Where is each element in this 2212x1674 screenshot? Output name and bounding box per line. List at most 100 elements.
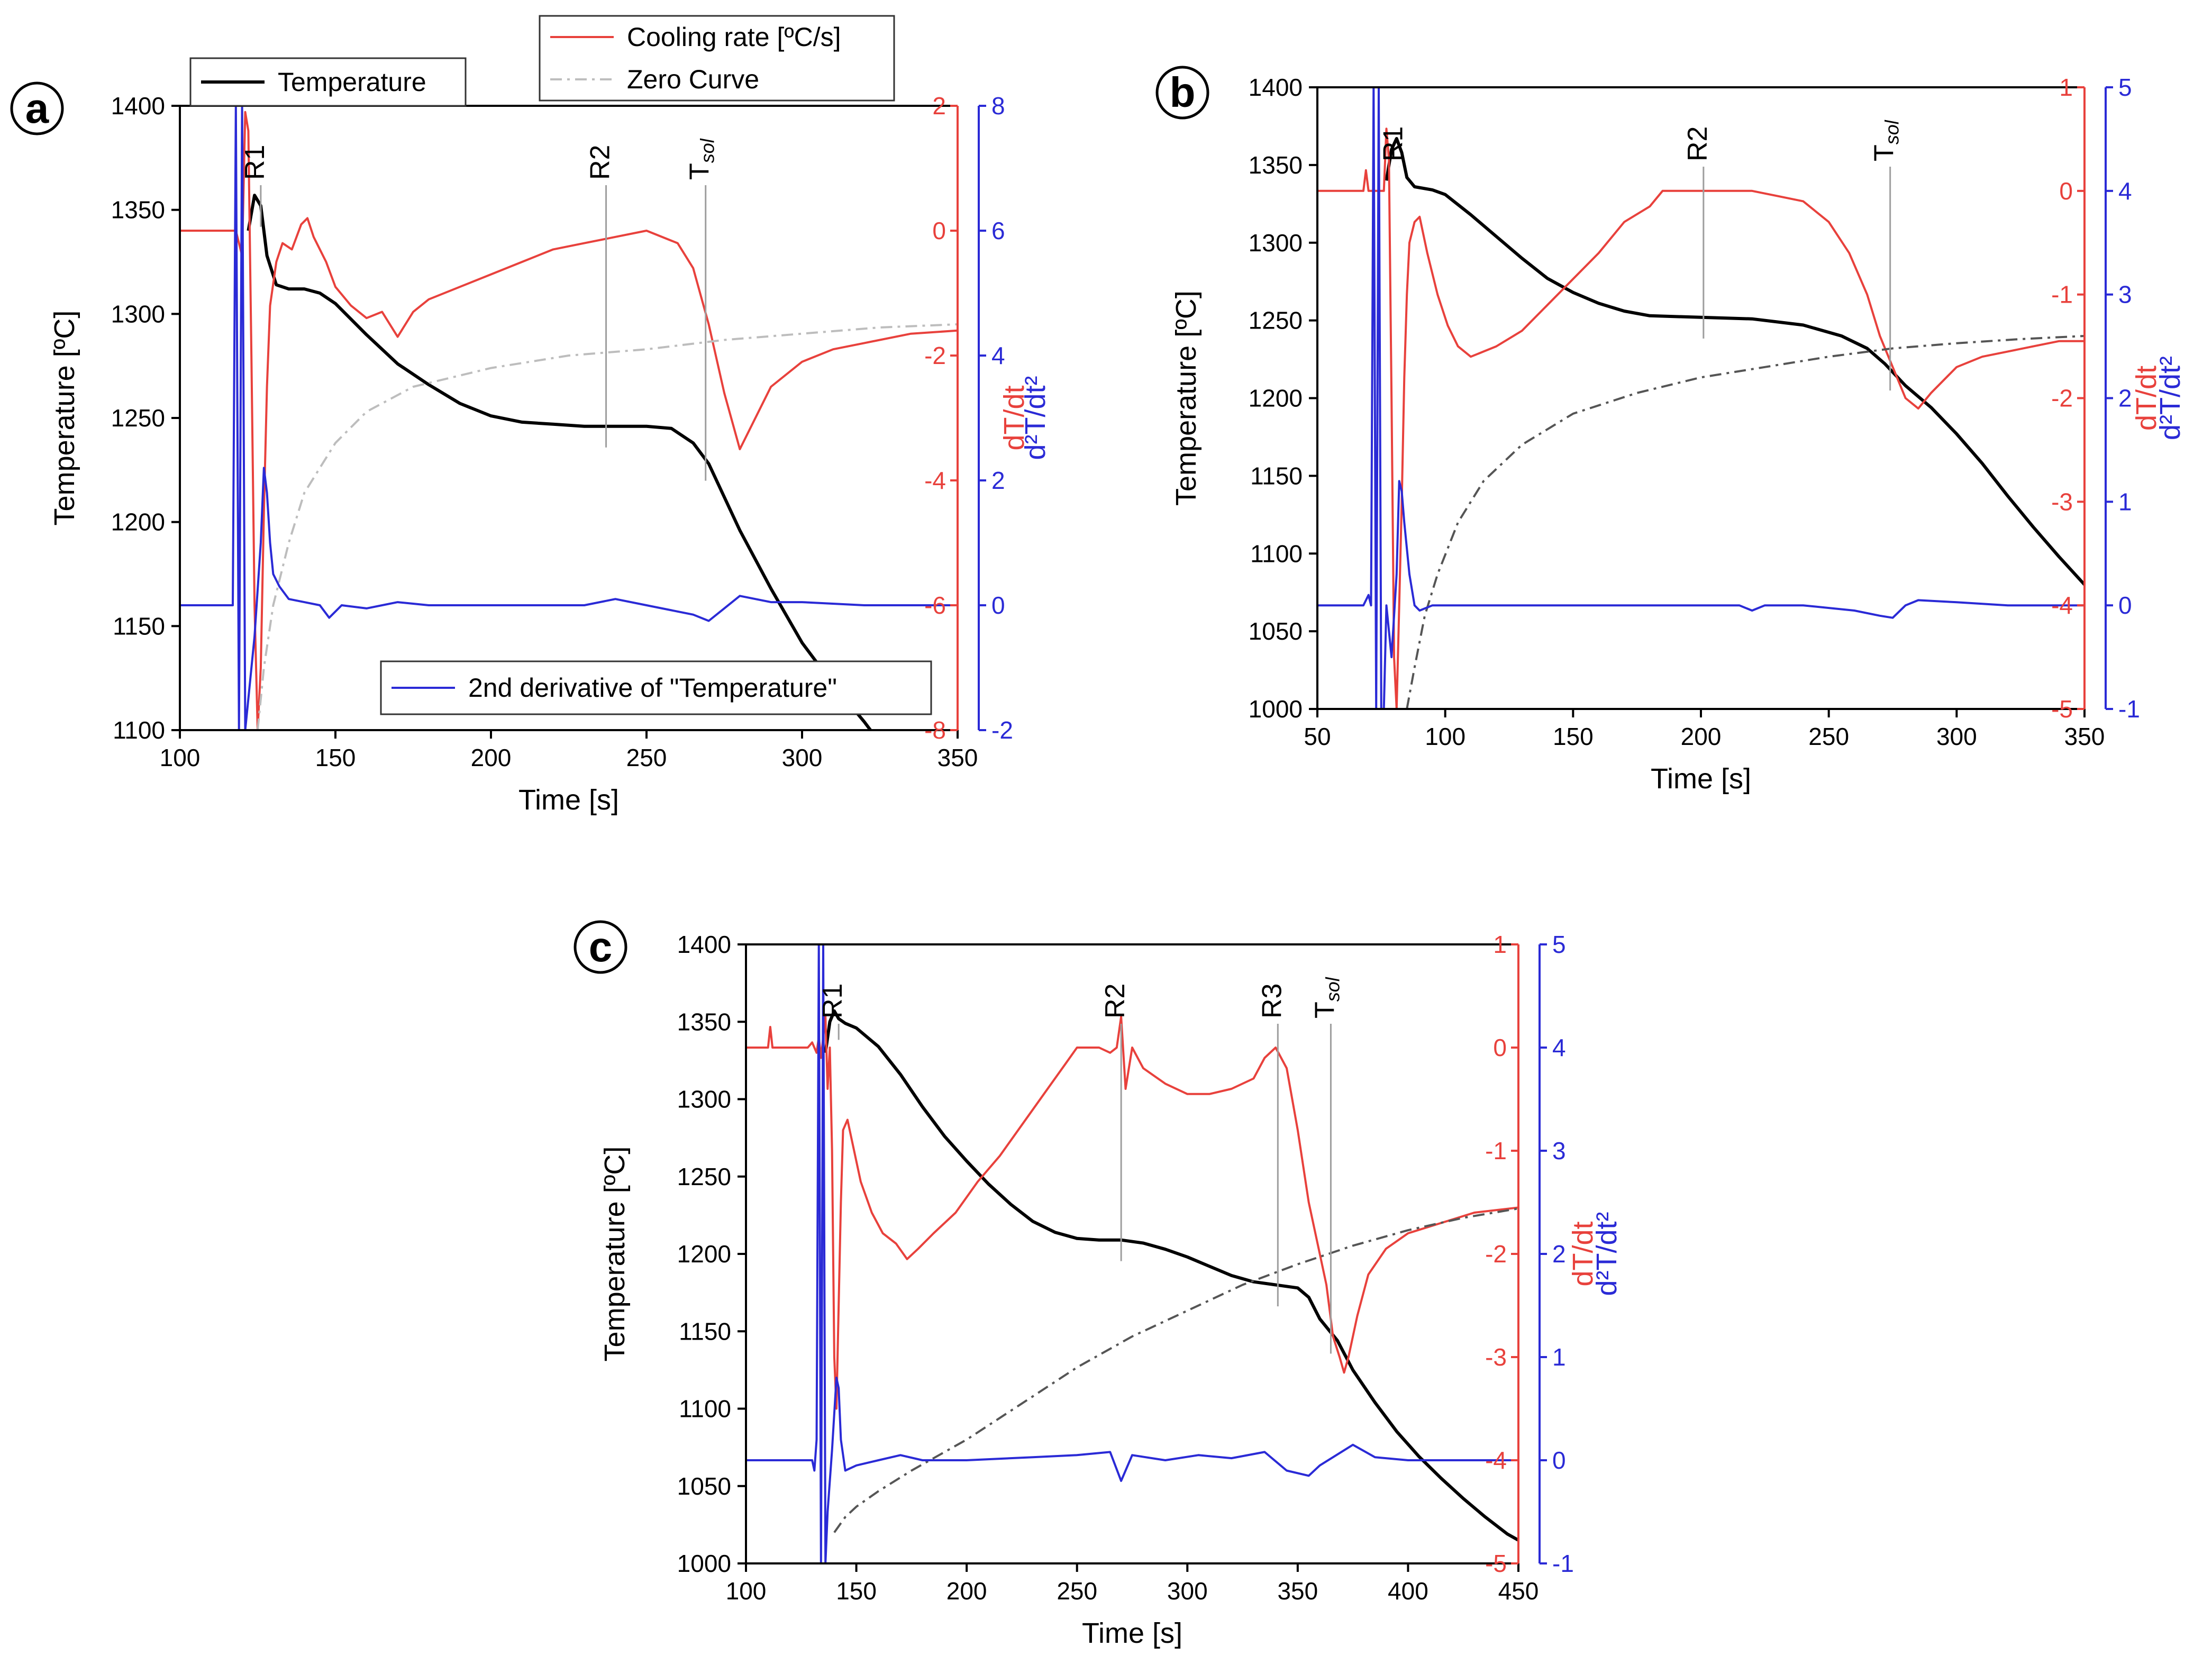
y3-tick-label: 4 [991,342,1005,369]
y3-axis-title: d²T/dt² [2154,356,2186,440]
y2-tick-label: -2 [2051,385,2073,412]
annotation-label: Tsol [1309,977,1343,1018]
y-tick-label: 1100 [1250,540,1303,567]
series-line-cooling-rate [180,111,958,730]
panel-letter: a [25,85,49,132]
legend-box: Cooling rate [ºC/s] Zero Curve [539,15,895,102]
y2-tick-label: -2 [924,342,946,369]
annotation-label: R2 [1100,984,1131,1018]
legend-label: Cooling rate [ºC/s] [627,22,841,52]
x-axis-title: Time [s] [1082,1617,1182,1649]
y2-tick-label: -5 [1485,1550,1507,1577]
series-group [1317,87,2084,709]
series-line-zero-curve [1406,335,2084,709]
y-tick-label: 1150 [679,1317,731,1345]
series-line-second-derivative [180,106,958,730]
y2-tick-label: -4 [924,467,946,494]
x-tick-label: 450 [1498,1577,1539,1605]
y3-tick-label: -1 [2118,695,2140,723]
y3-tick-label: 1 [2118,488,2132,515]
y3-tick-label: 5 [1552,931,1566,958]
legend-frame [539,15,895,102]
y-tick-label: 1050 [677,1472,731,1500]
annotation-subscript: sol [697,138,718,163]
y-tick-label: 1000 [1249,695,1303,723]
annotation-label: R1 [817,984,848,1018]
panel-letter: b [1170,69,1196,116]
series-line-temperature [824,1009,1518,1542]
y-tick-label: 1300 [111,300,165,327]
y-tick-label: 1200 [111,508,165,536]
legend-box: Temperature [189,57,467,107]
y-tick-label: 1000 [677,1550,731,1577]
x-tick-label: 200 [946,1577,987,1605]
y3-tick-label: 4 [1552,1034,1566,1061]
legend-label: Temperature [278,67,426,97]
y2-tick-label: 0 [1493,1034,1507,1061]
y3-tick-label: 1 [1552,1343,1566,1371]
annotation-label: R1 [240,145,270,180]
y3-tick-label: 0 [2118,592,2132,619]
y3-tick-label: 2 [1552,1240,1566,1268]
x-axis-title: Time [s] [518,784,619,816]
legend-label: Zero Curve [627,65,759,94]
y-tick-label: 1100 [113,716,165,744]
annotation-label: R1 [1378,126,1409,161]
x-tick-label: 350 [937,744,978,771]
x-tick-label: 300 [782,744,823,771]
panel-letter-circle [1155,66,1209,120]
series-line-second-derivative [746,944,1518,1563]
y2-axis-title: dT/dt [2131,366,2162,431]
y-tick-label: 1350 [111,196,165,224]
y3-tick-label: 5 [2118,74,2132,101]
series-line-zero-curve [833,1207,1518,1533]
annotation-label: Tsol [1869,120,1903,161]
y2-tick-label: 2 [932,92,946,120]
annotation-label: R2 [1682,126,1713,161]
series-line-second-derivative [1317,87,2084,709]
y-axis-title: Temperature [ºC] [1170,290,1202,506]
x-tick-label: 400 [1388,1577,1428,1605]
y-tick-label: 1050 [1249,617,1303,645]
x-tick-label: 100 [1425,723,1465,750]
x-tick-label: 100 [160,744,201,771]
y3-axis-title: d²T/dt² [1019,376,1051,460]
y-axis-title: Temperature [ºC] [599,1147,631,1362]
y2-tick-label: -2 [1485,1240,1507,1268]
x-tick-label: 200 [471,744,512,771]
y3-tick-label: 4 [2118,177,2132,205]
panel-letter: c [589,923,613,970]
y2-tick-label: -1 [2051,281,2073,308]
y-tick-label: 1150 [1250,462,1303,489]
y2-tick-label: 0 [932,217,946,244]
y3-tick-label: 3 [2118,281,2132,308]
y3-tick-label: 2 [991,467,1005,494]
x-tick-label: 150 [1553,723,1594,750]
y2-tick-label: -6 [924,592,946,619]
x-tick-label: 200 [1681,723,1722,750]
series-group [746,944,1518,1563]
x-tick-label: 350 [2064,723,2105,750]
x-tick-label: 250 [1808,723,1849,750]
y3-tick-label: 6 [991,217,1005,244]
annotation-label: R3 [1257,984,1287,1018]
y2-tick-label: -4 [1485,1446,1507,1474]
y-tick-label: 1400 [1249,74,1303,101]
y2-tick-label: 1 [1493,931,1507,958]
x-tick-label: 350 [1277,1577,1318,1605]
x-tick-label: 100 [726,1577,767,1605]
y2-tick-label: -1 [1485,1137,1507,1164]
x-tick-label: 250 [626,744,667,771]
annotation-subscript: sol [1322,977,1343,1002]
y3-tick-label: 3 [1552,1137,1566,1164]
annotation-subscript: sol [1881,120,1903,144]
x-axis-title: Time [s] [1651,763,1751,795]
y2-tick-label: -8 [924,716,946,744]
y-tick-label: 1250 [111,404,165,432]
legend-frame [380,660,932,715]
y-tick-label: 1350 [677,1008,731,1035]
y2-axis-title: dT/dt [1567,1221,1599,1286]
